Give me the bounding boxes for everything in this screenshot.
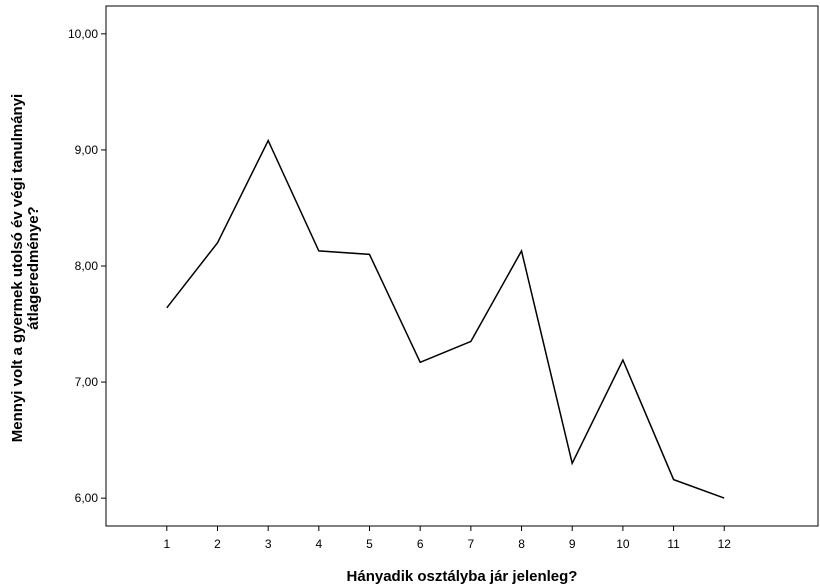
y-tick-label: 10,00 xyxy=(68,27,98,41)
x-tick-label: 10 xyxy=(616,537,630,551)
y-tick-label: 7,00 xyxy=(75,375,99,389)
y-tick-label: 8,00 xyxy=(75,259,99,273)
y-tick-label: 9,00 xyxy=(75,143,99,157)
x-axis-ticks: 1 2 3 4 5 6 7 8 9 10 11 12 xyxy=(163,526,731,551)
x-tick-label: 11 xyxy=(667,537,680,551)
x-tick-label: 1 xyxy=(163,537,170,551)
plot-frame xyxy=(105,5,819,527)
y-tick-label: 6,00 xyxy=(75,491,99,505)
x-tick-label: 5 xyxy=(366,537,373,551)
x-tick-label: 3 xyxy=(265,537,272,551)
x-tick-label: 9 xyxy=(569,537,576,551)
series-line xyxy=(166,138,725,499)
y-axis-title-line-2: átlageredménye? xyxy=(25,206,42,329)
y-axis-title-line-1: Mennyi volt a gyermek utolsó év végi tan… xyxy=(9,94,26,442)
x-tick-label: 4 xyxy=(315,537,322,551)
y-axis-title: Mennyi volt a gyermek utolsó év végi tan… xyxy=(9,94,42,442)
x-tick-label: 7 xyxy=(468,537,475,551)
x-tick-label: 12 xyxy=(718,537,732,551)
x-tick-label: 6 xyxy=(417,537,424,551)
y-axis-ticks: 6,00 7,00 8,00 9,00 10,00 xyxy=(68,27,106,505)
data-points xyxy=(166,140,725,499)
x-tick-label: 2 xyxy=(214,537,221,551)
x-axis-title: Hányadik osztályba jár jelenleg? xyxy=(347,568,578,585)
x-tick-label: 8 xyxy=(518,537,525,551)
